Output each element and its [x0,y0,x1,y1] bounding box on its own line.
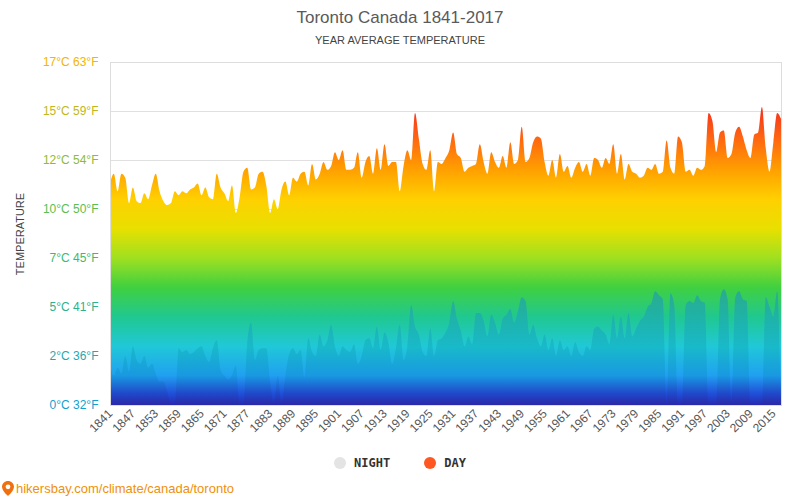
svg-text:1913: 1913 [361,406,390,435]
svg-text:1859: 1859 [155,406,184,435]
svg-text:1841: 1841 [87,406,116,435]
svg-text:1901: 1901 [315,406,344,435]
svg-text:17°C 63°F: 17°C 63°F [43,55,99,69]
svg-text:1853: 1853 [132,406,161,435]
svg-text:1895: 1895 [292,406,321,435]
svg-text:12°C 54°F: 12°C 54°F [43,153,99,167]
html-text:DAY: DAY [444,456,466,470]
svg-text:1925: 1925 [407,406,436,435]
svg-text:2015: 2015 [750,406,779,435]
svg-text:10°C 50°F: 10°C 50°F [43,202,99,216]
svg-text:0°C 32°F: 0°C 32°F [50,398,99,412]
svg-text:1871: 1871 [201,406,230,435]
svg-text:1919: 1919 [384,406,413,435]
svg-text:15°C 59°F: 15°C 59°F [43,104,99,118]
svg-text:5°C 41°F: 5°C 41°F [50,300,99,314]
svg-text:1985: 1985 [636,406,665,435]
svg-text:1931: 1931 [430,406,459,435]
svg-text:2009: 2009 [727,406,756,435]
svg-text:TEMPERATURE: TEMPERATURE [14,193,26,275]
html-text:Toronto Canada 1841-2017: Toronto Canada 1841-2017 [296,8,504,27]
svg-text:1937: 1937 [453,406,482,435]
svg-text:1973: 1973 [590,406,619,435]
svg-text:2°C 36°F: 2°C 36°F [50,349,99,363]
svg-text:1955: 1955 [521,406,550,435]
svg-text:1907: 1907 [338,406,367,435]
html-text:hikersbay.com/climate/canada/t: hikersbay.com/climate/canada/toronto [16,481,234,496]
svg-text:1943: 1943 [475,406,504,435]
svg-text:1949: 1949 [498,406,527,435]
svg-text:2003: 2003 [704,406,733,435]
svg-text:1961: 1961 [544,406,573,435]
svg-text:1865: 1865 [178,406,207,435]
svg-text:7°C 45°F: 7°C 45°F [50,251,99,265]
svg-text:1877: 1877 [224,406,253,435]
svg-text:1991: 1991 [658,406,687,435]
svg-text:1889: 1889 [270,406,299,435]
html-text:NIGHT: NIGHT [354,456,391,470]
html-text:YEAR AVERAGE TEMPERATURE: YEAR AVERAGE TEMPERATURE [315,34,485,46]
svg-text:1967: 1967 [567,406,596,435]
svg-text:1847: 1847 [109,406,138,435]
svg-text:1979: 1979 [613,406,642,435]
svg-text:1997: 1997 [681,406,710,435]
svg-text:1883: 1883 [247,406,276,435]
